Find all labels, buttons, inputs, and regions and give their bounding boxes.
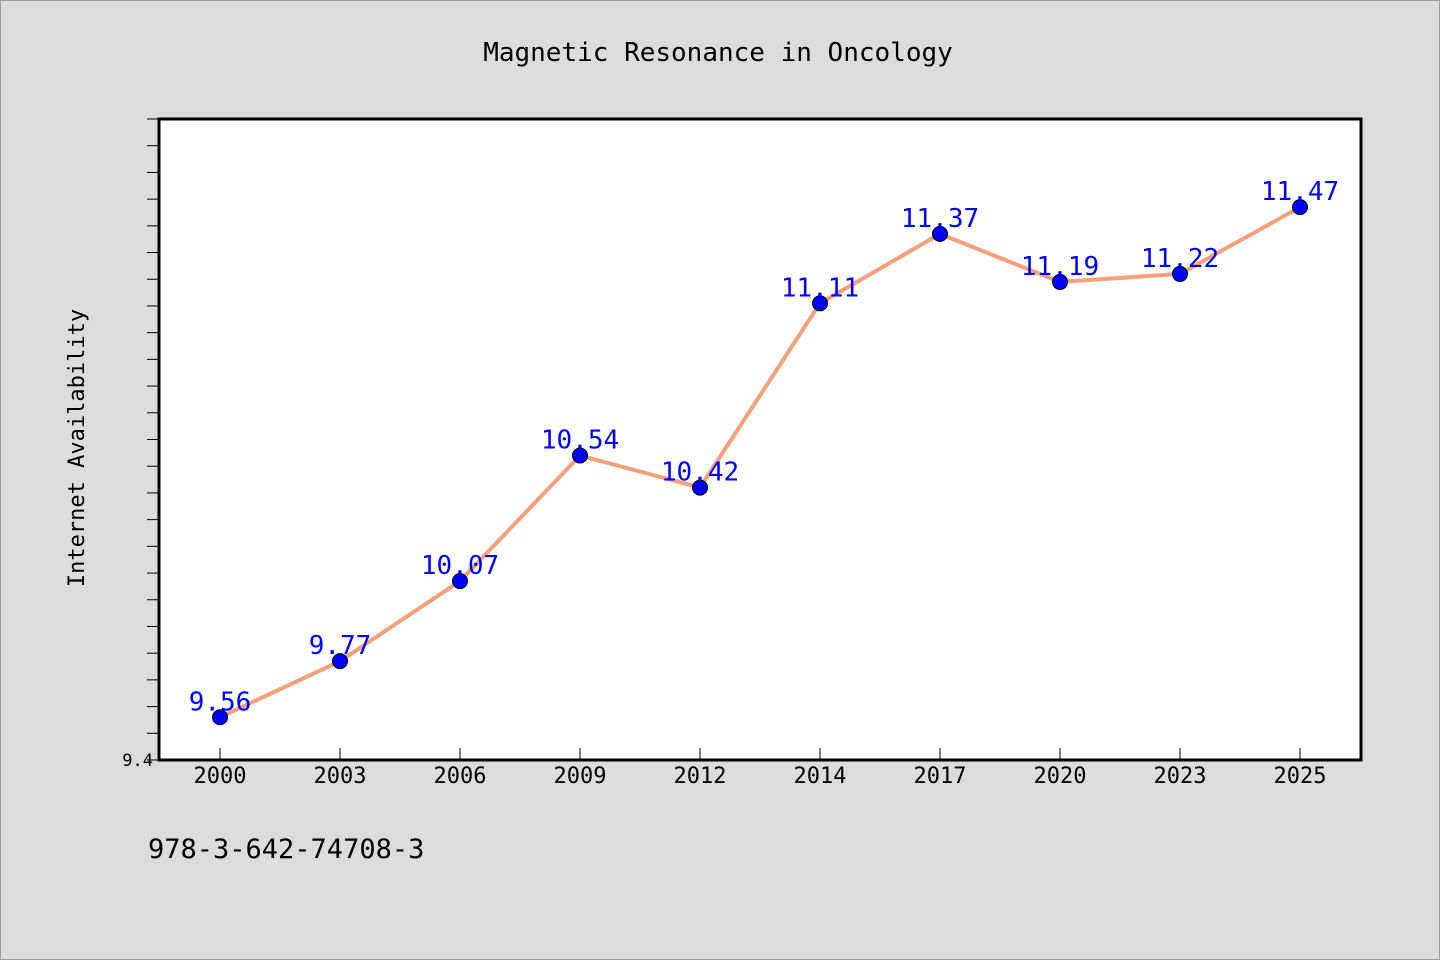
data-point xyxy=(932,225,948,242)
x-tick-label: 2025 xyxy=(1274,764,1327,789)
x-tick-label: 2012 xyxy=(674,764,727,789)
data-point xyxy=(1052,273,1068,290)
data-labels-group: 9.56 9.77 10.07 10.54 10.42 11.11 11.37 11.19 11… xyxy=(189,177,1339,717)
x-tick-label: 2020 xyxy=(1034,764,1087,789)
markers-group xyxy=(212,199,1308,726)
data-point xyxy=(812,295,828,312)
data-point xyxy=(332,653,348,670)
data-point xyxy=(1172,265,1188,282)
isbn-code: 978-3-642-74708-3 xyxy=(148,834,425,865)
x-axis-ticks: 2000 2003 2006 2009 2012 2014 2017 2020 2023 2025 xyxy=(194,748,1327,789)
y-axis-ticks: 9.4 xyxy=(122,118,159,771)
x-tick-label: 2023 xyxy=(1154,764,1207,789)
x-tick-label: 2006 xyxy=(434,764,487,789)
plot-area xyxy=(157,117,1363,762)
data-label: 11.19 xyxy=(1021,252,1099,282)
data-label: 11.47 xyxy=(1261,177,1339,207)
x-tick-label: 2003 xyxy=(314,764,367,789)
x-tick-label: 2017 xyxy=(914,764,967,789)
data-label: 10.42 xyxy=(661,458,739,488)
x-tick-label: 2014 xyxy=(794,764,847,789)
x-tick-label: 2000 xyxy=(194,764,247,789)
data-point xyxy=(212,709,228,726)
data-label: 11.37 xyxy=(901,204,979,234)
y-tick-label: 9.4 xyxy=(122,751,153,771)
data-label: 9.77 xyxy=(309,631,372,661)
x-tick-label: 2009 xyxy=(554,764,607,789)
data-label: 10.07 xyxy=(421,551,499,581)
data-label: 11.11 xyxy=(781,273,859,303)
data-label: 9.56 xyxy=(189,687,252,717)
data-point xyxy=(692,479,708,496)
series-line-group xyxy=(218,205,1302,720)
series-line xyxy=(218,205,1302,720)
data-point xyxy=(1292,199,1308,216)
data-label: 10.54 xyxy=(541,426,619,456)
chart-title: Magnetic Resonance in Oncology xyxy=(483,38,953,68)
data-point xyxy=(452,573,468,590)
data-label: 11.22 xyxy=(1141,244,1219,274)
y-axis-label: Internet Availability xyxy=(65,309,90,587)
data-point xyxy=(572,447,588,464)
